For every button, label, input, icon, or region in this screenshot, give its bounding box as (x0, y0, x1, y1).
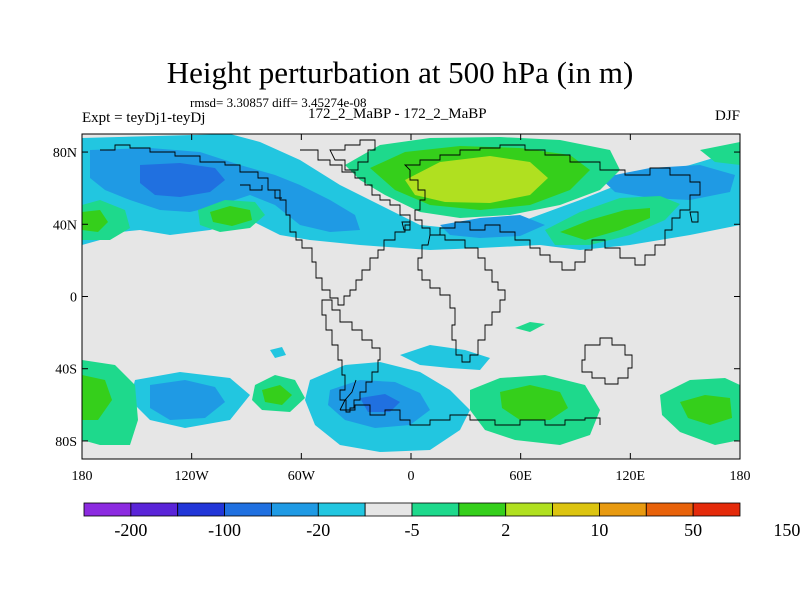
colorbar-box (177, 502, 225, 517)
colorbar-label: 50 (684, 520, 702, 540)
contour-wnh-midgreen (82, 210, 108, 232)
contour-nh-mid-mid (440, 215, 545, 238)
colorbar-box (692, 502, 741, 517)
y-tick-label: 0 (70, 291, 77, 306)
x-tick-label: 60E (509, 469, 532, 484)
case-label: 172_2_MaBP - 172_2_MaBP (308, 106, 487, 122)
coastline-australia (581, 337, 633, 385)
colorbar-box (130, 502, 179, 517)
colorbar-box (458, 502, 507, 517)
x-tick-label: 0 (408, 469, 415, 484)
coastline-uk (401, 221, 411, 231)
map-title: Height perturbation at 500 hPa (in m) (166, 55, 634, 90)
colorbar-box (599, 502, 647, 517)
contour-sh-indian-midgreen (500, 385, 568, 420)
colorbar-label: -5 (405, 520, 420, 540)
coastline-alaska-islands (240, 184, 263, 191)
coastline-south-america (321, 299, 381, 413)
y-tick-label: 80N (53, 146, 77, 161)
colorbar-box (505, 502, 553, 517)
contour-sh-patch-small (270, 347, 286, 358)
contour-fill (82, 134, 740, 452)
colorbar-label: -20 (306, 520, 330, 540)
coastline-africa (417, 234, 506, 363)
contour-sh-southam-light (400, 345, 490, 370)
contour-sh-farwest-midgreen (82, 375, 112, 420)
axis-ticks: 180 120W 60W 0 60E 120E 180 80N 40N 0 40S 80S (53, 134, 751, 484)
contour-eurasia-yellow (405, 156, 548, 203)
y-tick-label: 40N (53, 218, 77, 233)
contour-pacific-midgreen (210, 206, 252, 226)
colorbar-label: 10 (590, 520, 608, 540)
coastlines (100, 139, 701, 426)
contour-sh-scotia-midgreen (262, 385, 292, 405)
contour-sh-west-mid (150, 380, 225, 420)
colorbar-box (411, 502, 460, 517)
coastline-antarctica (340, 404, 601, 426)
colorbar-label: 150 (773, 520, 800, 540)
coastline-antarctic-peninsula (339, 379, 357, 411)
stats-label: rmsd= 3.30857 diff= 3.45274e-08 (190, 95, 367, 110)
contour-arctic-green (700, 142, 740, 165)
experiment-label: Expt = teyDj1-teyDj (82, 110, 206, 126)
colorbar-box (83, 502, 132, 517)
colorbar-box (645, 502, 694, 517)
x-tick-label: 120E (616, 469, 646, 484)
coastline-greenland (329, 139, 376, 171)
colorbar-box (317, 502, 366, 517)
colorbar-label: -200 (114, 520, 147, 540)
colorbar-label: 2 (501, 520, 510, 540)
contour-equator-patch (515, 322, 545, 332)
y-tick-label: 80S (55, 435, 77, 450)
x-tick-label: 60W (288, 469, 316, 484)
contour-nh-west-deep (140, 163, 225, 197)
colorbar-box (271, 502, 319, 517)
contour-asia-midgreen (560, 208, 650, 240)
season-label: DJF (714, 108, 740, 124)
x-tick-label: 180 (730, 469, 751, 484)
colorbar-box (552, 502, 600, 517)
y-tick-label: 40S (55, 363, 77, 378)
coastline-north-america (100, 144, 411, 306)
colorbar: -200 -100 -20 -5 2 10 50 150 (83, 502, 800, 540)
coastline-japan (689, 211, 699, 223)
x-tick-label: 120W (175, 469, 210, 484)
x-tick-label: 180 (72, 469, 93, 484)
coastline-hudson (268, 189, 282, 199)
colorbar-box (364, 502, 413, 517)
contour-nh-east-mid (600, 165, 735, 200)
colorbar-box (224, 502, 272, 517)
contour-sh-east-midgreen (680, 395, 732, 425)
colorbar-label: -100 (208, 520, 241, 540)
